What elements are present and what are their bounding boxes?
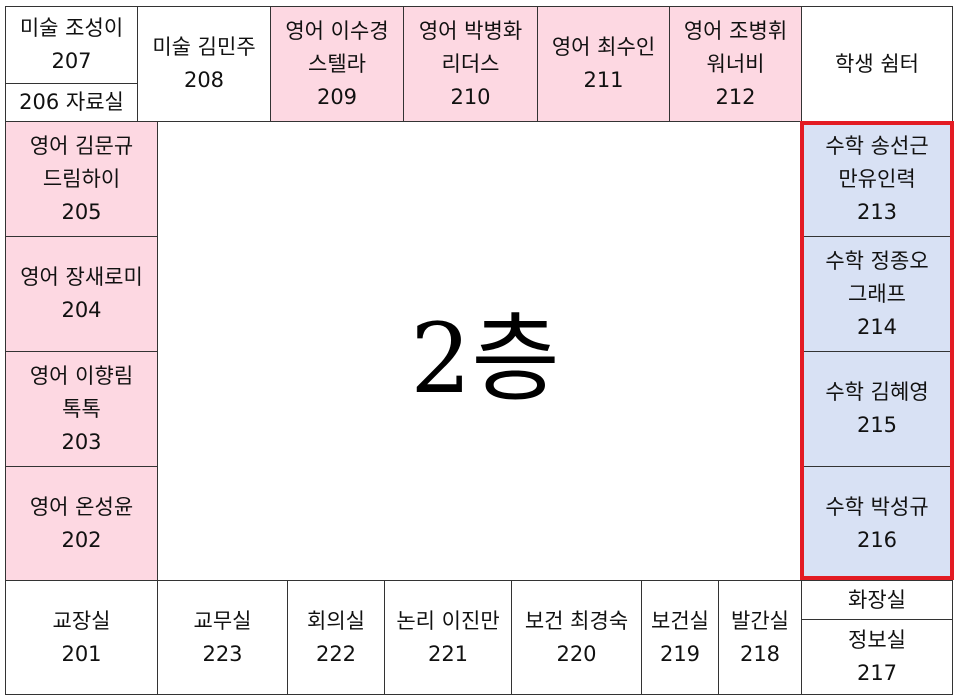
room-210-number: 210 xyxy=(450,84,491,109)
room-209-teacher: 영어 이수경 xyxy=(285,18,389,43)
room-215-teacher: 수학 김혜영 xyxy=(825,380,929,404)
room-217: 정보실 217 xyxy=(801,619,953,695)
room-220: 보건 최경숙 220 xyxy=(511,580,642,695)
room-223: 교무실 223 xyxy=(157,580,288,695)
room-203-class: 톡톡 xyxy=(62,396,101,421)
room-208-number: 208 xyxy=(183,68,225,92)
room-218: 발간실 218 xyxy=(718,580,802,695)
room-212-class: 워너비 xyxy=(706,51,765,76)
room-222-number: 222 xyxy=(315,641,357,666)
room-203-number: 203 xyxy=(61,429,102,454)
room-207-number: 207 xyxy=(51,49,92,73)
room-212: 영어 조병휘 워너비 212 xyxy=(669,6,802,122)
room-211: 영어 최수인 211 xyxy=(537,6,670,122)
room-221: 논리 이진만 221 xyxy=(384,580,512,695)
room-219-number: 219 xyxy=(659,641,701,666)
room-206-name: 206 자료실 xyxy=(19,90,124,114)
room-201-name: 교장실 xyxy=(52,608,111,633)
room-219: 보건실 219 xyxy=(641,580,719,695)
room-203-teacher: 영어 이향림 xyxy=(29,363,134,388)
room-208-name: 미술 김민주 xyxy=(152,35,256,59)
room-206: 206 자료실 xyxy=(5,83,138,122)
room-202: 영어 온성윤 202 xyxy=(5,466,158,581)
room-213-class: 만유인력 xyxy=(838,166,916,191)
room-223-name: 교무실 xyxy=(193,608,252,633)
room-211-teacher: 영어 최수인 xyxy=(551,35,656,59)
room-204-number: 204 xyxy=(61,298,102,322)
room-210: 영어 박병화 리더스 210 xyxy=(403,6,538,122)
room-202-number: 202 xyxy=(61,527,102,552)
room-209-class: 스텔라 xyxy=(308,51,366,76)
room-214-class: 그래프 xyxy=(848,281,906,306)
room-219-name: 보건실 xyxy=(651,608,709,633)
room-218-number: 218 xyxy=(739,641,781,666)
room-218-name: 발간실 xyxy=(731,608,789,633)
room-203: 영어 이향림 톡톡 203 xyxy=(5,351,158,467)
room-210-class: 리더스 xyxy=(441,51,500,76)
room-215-number: 215 xyxy=(856,413,898,437)
student-shelter: 학생 쉼터 xyxy=(801,6,953,122)
room-207: 미술 조성이 207 xyxy=(5,6,138,84)
room-205-teacher: 영어 김문규 xyxy=(29,133,134,158)
room-214-number: 214 xyxy=(856,314,898,339)
room-205-number: 205 xyxy=(61,199,102,224)
student-shelter-name: 학생 쉼터 xyxy=(835,51,919,76)
room-202-teacher: 영어 온성윤 xyxy=(29,494,134,519)
room-222-name: 회의실 xyxy=(307,608,365,633)
room-221-number: 221 xyxy=(427,641,469,666)
room-201: 교장실 201 xyxy=(5,580,158,695)
room-216-teacher: 수학 박성규 xyxy=(825,494,929,519)
room-204-teacher: 영어 장새로미 xyxy=(20,265,143,289)
room-214-teacher: 수학 정종오 xyxy=(825,248,929,273)
room-205-class: 드림하이 xyxy=(42,166,121,191)
room-217-number: 217 xyxy=(856,661,898,685)
room-221-teacher: 논리 이진만 xyxy=(396,608,500,633)
room-220-number: 220 xyxy=(556,641,597,666)
room-213: 수학 송선근 만유인력 213 xyxy=(801,121,953,237)
room-217-name: 정보실 xyxy=(848,628,906,652)
room-201-number: 201 xyxy=(61,641,102,666)
room-212-teacher: 영어 조병휘 xyxy=(683,18,788,43)
room-205: 영어 김문규 드림하이 205 xyxy=(5,121,158,237)
restroom: 화장실 xyxy=(801,580,953,620)
room-212-number: 212 xyxy=(715,84,756,109)
restroom-name: 화장실 xyxy=(848,587,906,612)
room-208: 미술 김민주 208 xyxy=(137,6,271,122)
room-222: 회의실 222 xyxy=(287,580,385,695)
room-214: 수학 정종오 그래프 214 xyxy=(801,236,953,352)
room-223-number: 223 xyxy=(202,641,243,666)
room-209-number: 209 xyxy=(316,84,358,109)
room-213-teacher: 수학 송선근 xyxy=(825,133,929,158)
room-216: 수학 박성규 216 xyxy=(801,466,953,581)
room-213-number: 213 xyxy=(856,199,898,224)
room-204: 영어 장새로미 204 xyxy=(5,236,158,352)
room-211-number: 211 xyxy=(583,68,624,92)
room-210-teacher: 영어 박병화 xyxy=(418,18,523,43)
floor-label: 2층 xyxy=(410,302,560,415)
room-215: 수학 김혜영 215 xyxy=(801,351,953,467)
room-216-number: 216 xyxy=(856,527,898,552)
room-207-name: 미술 조성이 xyxy=(19,16,124,40)
room-209: 영어 이수경 스텔라 209 xyxy=(270,6,404,122)
room-220-teacher: 보건 최경숙 xyxy=(524,608,629,633)
